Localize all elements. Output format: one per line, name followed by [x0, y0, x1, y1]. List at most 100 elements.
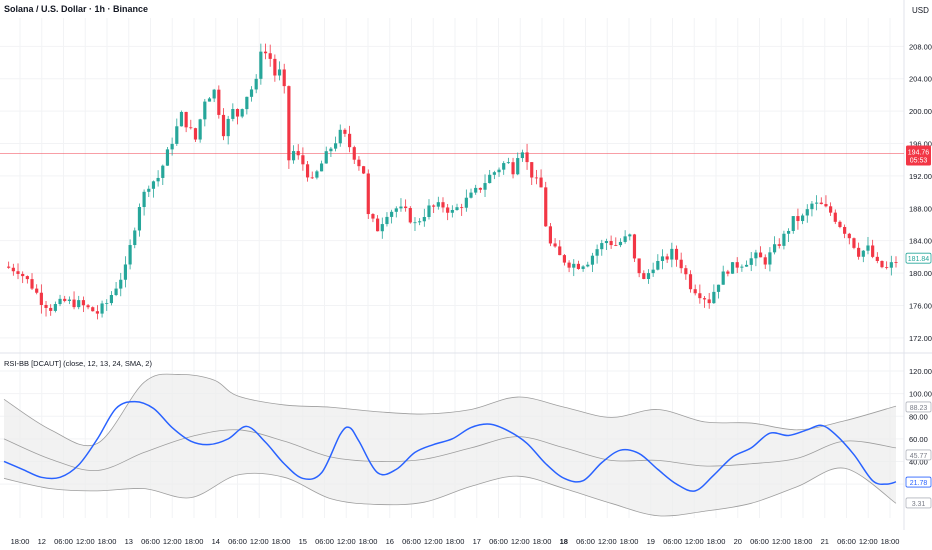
basis-label: 45.77 [910, 453, 928, 460]
upper-band-line [3, 373, 897, 447]
candle-body [460, 207, 464, 209]
time-tick-label: 12:00 [685, 537, 704, 546]
candle-body [492, 172, 496, 175]
candle-body [548, 226, 552, 244]
candle-body [137, 207, 142, 231]
candle-body [333, 143, 338, 149]
time-tick-label: 12:00 [250, 537, 269, 546]
currency-label[interactable]: USD [912, 6, 929, 15]
candle-body [805, 209, 809, 216]
rsi-value-label: 21.78 [910, 480, 928, 487]
price-tick-label: 176.00 [909, 301, 932, 310]
candle-body [418, 221, 422, 223]
candle-body [843, 226, 847, 234]
candle-body [77, 300, 81, 308]
candle-body [735, 262, 739, 268]
candle-body [329, 148, 333, 152]
candle-body [749, 258, 753, 265]
candle-body [450, 209, 454, 213]
band-fill-area [4, 374, 896, 517]
candle-body [7, 266, 11, 268]
indicator-title[interactable]: RSI-BB [DCAUT] (close, 12, 13, 24, SMA, … [4, 359, 152, 368]
time-tick-label: 18:00 [620, 537, 639, 546]
candle-body [590, 255, 595, 265]
lower-band-label: 3.31 [912, 501, 926, 508]
candle-body [231, 109, 235, 119]
candle-body [829, 206, 833, 213]
candle-body [833, 212, 837, 222]
candle-body [488, 174, 492, 184]
candle-body [95, 311, 99, 314]
price-tick-label: 172.00 [909, 334, 932, 343]
candle-body [287, 86, 291, 161]
candle-body [105, 303, 109, 304]
time-tick-label: 18:00 [707, 537, 726, 546]
candle-body [801, 215, 805, 222]
time-tick-label: 12:00 [424, 537, 443, 546]
lower-band-line [3, 467, 897, 517]
candle-body [362, 166, 366, 174]
upper-band-label-box [905, 401, 932, 413]
time-tick-label: 18:00 [272, 537, 291, 546]
candle-body [726, 271, 730, 274]
time-tick-label: 06:00 [489, 537, 508, 546]
time-tick-label: 12:00 [598, 537, 617, 546]
candle-body [319, 163, 324, 172]
candle-body [147, 188, 151, 192]
price-axis[interactable]: 208.00 204.00 200.00 196.00 192.00 188.00 184.… [909, 42, 932, 343]
candle-body [674, 248, 679, 260]
candle-body [348, 133, 352, 148]
candle-body [595, 249, 599, 256]
candle-body [259, 51, 263, 79]
candle-body [81, 300, 85, 306]
candle-body [604, 241, 609, 244]
candle-body [189, 127, 193, 129]
candle-body [413, 222, 417, 224]
candle-body [628, 234, 632, 237]
time-tick-label: 06:00 [315, 537, 334, 546]
rsi-value-label-box [905, 476, 932, 488]
candle-body [184, 111, 188, 128]
time-tick-label: 18 [560, 537, 568, 546]
chart-title[interactable]: Solana / U.S. Dollar · 1h · Binance [4, 4, 149, 14]
candle-body [49, 307, 53, 311]
rsi-tick-label: 40.00 [909, 457, 928, 466]
candle-body [871, 245, 875, 257]
candle-body [889, 262, 893, 268]
rsi-tick-label: 80.00 [909, 412, 928, 421]
candles[interactable] [7, 43, 898, 320]
candle-body [282, 69, 286, 87]
time-tick-label: 16 [386, 537, 394, 546]
candle-body [553, 243, 557, 247]
time-tick-label: 14 [212, 537, 220, 546]
time-axis[interactable]: 18:00 12 06:00 12:00 18:00 13 06:00 12:00 18:00 1… [11, 537, 900, 546]
time-tick-label: 18:00 [359, 537, 378, 546]
candle-body [198, 119, 202, 140]
candle-body [768, 252, 772, 265]
candle-body [21, 273, 25, 277]
time-tick-label: 06:00 [228, 537, 247, 546]
candle-body [562, 255, 567, 263]
candle-body [11, 267, 15, 272]
candle-body [436, 202, 440, 207]
candle-body [58, 298, 62, 305]
time-tick-label: 19 [647, 537, 655, 546]
price-tick-label: 208.00 [909, 42, 932, 51]
time-tick-label: 13 [125, 537, 133, 546]
candle-body [63, 298, 67, 301]
price-tick-label: 200.00 [909, 107, 932, 116]
time-tick-label: 12:00 [772, 537, 791, 546]
candle-body [53, 304, 57, 311]
candle-body [67, 299, 71, 301]
candle-body [142, 191, 146, 208]
time-tick-label: 18:00 [446, 537, 465, 546]
candle-body [516, 158, 520, 175]
candle-body [165, 149, 170, 166]
candle-body [170, 143, 174, 150]
candle-body [404, 206, 408, 209]
candle-body [422, 217, 426, 222]
candle-body [586, 264, 590, 267]
current-price-badge [906, 145, 931, 166]
